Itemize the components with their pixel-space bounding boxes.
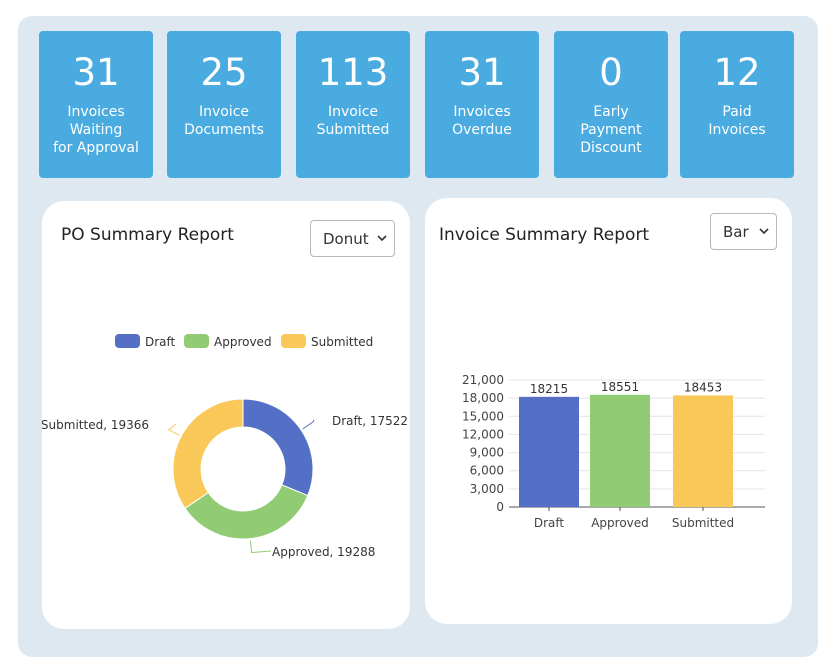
y-tick-label: 12,000: [462, 427, 504, 441]
dashboard-panel: 31 Invoices Waiting for Approval 25 Invo…: [18, 16, 818, 657]
stat-tile-waiting-approval[interactable]: 31 Invoices Waiting for Approval: [39, 31, 153, 178]
po-summary-card: PO Summary Report Donut Draft Approved Sub…: [42, 201, 410, 629]
x-tick-label-submitted: Submitted: [672, 516, 734, 530]
donut-leader-line-approved: [249, 540, 272, 554]
legend-label-submitted: Submitted: [311, 335, 373, 349]
y-tick-label: 6,000: [470, 464, 504, 478]
stat-label: Early Payment Discount: [580, 104, 642, 156]
invoice-chart-type-value: Bar: [723, 222, 749, 241]
bar-data-label-approved: 18551: [601, 380, 639, 394]
stat-label: Paid Invoices: [708, 104, 766, 138]
invoice-summary-card: Invoice Summary Report Bar 0 3,000 6,000 9,…: [425, 198, 792, 624]
legend-label-approved: Approved: [214, 335, 272, 349]
stat-value: 12: [713, 51, 761, 94]
donut-slice-approved: [184, 484, 309, 540]
invoice-bar-chart: 0 3,000 6,000 9,000 12,000 15,000 18,000 21,000…: [462, 373, 765, 530]
stat-tile-invoice-submitted[interactable]: 113 Invoice Submitted: [296, 31, 410, 178]
donut-leader-line-submitted: [167, 423, 180, 436]
po-chart-type-value: Donut: [323, 229, 369, 248]
donut-leader-line-draft: [302, 419, 315, 430]
legend-label-draft: Draft: [145, 335, 176, 349]
y-tick-label: 15,000: [462, 409, 504, 423]
donut-slice-submitted: [172, 398, 244, 509]
po-donut-chart: Draft Approved Submitted Draft, 17522 Approv…: [42, 334, 408, 559]
donut-data-label-draft: Draft, 17522: [332, 414, 408, 428]
bar-data-label-submitted: 18453: [684, 380, 722, 394]
bar-approved: [590, 394, 650, 507]
stat-tile-invoices-overdue[interactable]: 31 Invoices Overdue: [425, 31, 539, 178]
invoice-summary-title: Invoice Summary Report: [439, 225, 650, 245]
stat-value: 113: [317, 51, 389, 94]
po-summary-title: PO Summary Report: [61, 225, 234, 245]
legend-swatch-draft: [115, 334, 140, 348]
po-chart-type-select[interactable]: Donut: [310, 220, 395, 257]
bar-data-label-draft: 18215: [530, 382, 568, 396]
chevron-down-icon: [377, 234, 387, 241]
stat-label: Invoices Overdue: [452, 104, 512, 138]
stat-tile-early-payment-discount[interactable]: 0 Early Payment Discount: [554, 31, 668, 178]
stat-label: Invoice Submitted: [316, 104, 390, 138]
stat-tile-paid-invoices[interactable]: 12 Paid Invoices: [680, 31, 794, 178]
y-tick-label: 21,000: [462, 373, 504, 387]
legend-swatch-submitted: [281, 334, 306, 348]
chevron-down-icon: [759, 227, 769, 234]
stat-value: 31: [458, 51, 506, 94]
y-tick-label: 3,000: [470, 482, 504, 496]
donut-data-label-approved: Approved, 19288: [272, 545, 375, 559]
y-tick-label: 0: [496, 500, 504, 514]
donut-data-label-submitted: Submitted, 19366: [42, 418, 149, 432]
stat-label: Invoices Waiting for Approval: [53, 104, 139, 156]
legend-swatch-approved: [184, 334, 209, 348]
stat-value: 0: [599, 51, 623, 94]
y-tick-label: 18,000: [462, 391, 504, 405]
x-tick-label-draft: Draft: [534, 516, 565, 530]
y-tick-label: 9,000: [470, 446, 504, 460]
invoice-chart-type-select[interactable]: Bar: [710, 213, 777, 250]
bar-submitted: [673, 395, 733, 507]
stat-value: 31: [72, 51, 120, 94]
stat-value: 25: [200, 51, 248, 94]
stat-label: Invoice Documents: [184, 104, 264, 138]
x-tick-label-approved: Approved: [591, 516, 649, 530]
bar-draft: [519, 396, 579, 507]
donut-slice-draft: [242, 398, 314, 497]
stat-tile-invoice-documents[interactable]: 25 Invoice Documents: [167, 31, 281, 178]
